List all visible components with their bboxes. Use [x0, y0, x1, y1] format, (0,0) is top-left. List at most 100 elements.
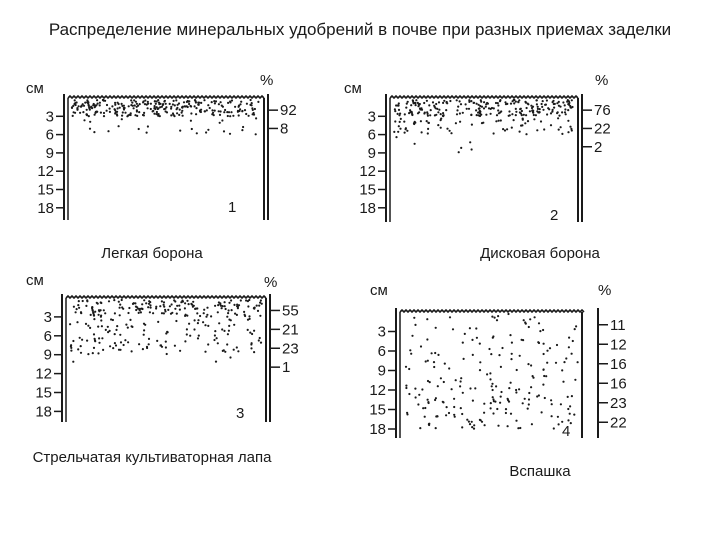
fertilizer-particle: [113, 108, 116, 111]
fertilizer-particle: [101, 337, 104, 340]
fertilizer-particle: [480, 105, 484, 108]
fertilizer-particle: [187, 303, 190, 306]
fertilizer-particle: [492, 398, 495, 401]
fertilizer-particle: [190, 105, 193, 108]
fertilizer-particle: [514, 100, 517, 103]
fertilizer-particle: [521, 124, 524, 127]
fertilizer-particle: [146, 125, 149, 128]
fertilizer-particle: [495, 120, 498, 123]
fertilizer-particle: [213, 334, 216, 337]
fertilizer-particle: [425, 99, 428, 102]
fertilizer-particle: [100, 301, 103, 305]
fertilizer-particle: [250, 347, 253, 350]
fertilizer-particle: [120, 118, 123, 121]
fertilizer-particle: [199, 314, 202, 318]
fertilizer-particle: [182, 101, 186, 104]
fertilizer-particle: [165, 332, 168, 335]
fertilizer-particle: [542, 108, 545, 111]
fertilizer-particle: [206, 313, 209, 316]
fertilizer-particle: [477, 103, 480, 106]
fertilizer-particle: [194, 307, 197, 310]
fertilizer-particle: [235, 346, 238, 349]
fertilizer-particle: [107, 130, 110, 133]
fertilizer-particle: [506, 102, 509, 105]
fertilizer-particle: [99, 111, 102, 114]
fertilizer-particle: [223, 305, 226, 308]
fertilizer-particle: [559, 105, 562, 108]
fertilizer-particle: [562, 101, 565, 104]
depth-tick-label: 3: [46, 108, 54, 125]
fertilizer-particle: [121, 306, 124, 309]
fertilizer-particle: [133, 104, 136, 107]
fertilizer-particle: [217, 304, 220, 307]
fertilizer-particle: [498, 354, 501, 357]
fertilizer-particle: [574, 378, 577, 381]
fertilizer-particle: [397, 130, 400, 133]
depth-unit-label: см: [370, 282, 388, 299]
fertilizer-particle: [409, 349, 412, 352]
fertilizer-particle: [439, 113, 442, 116]
fertilizer-particle: [570, 106, 573, 109]
fertilizer-particle: [496, 407, 499, 411]
fertilizer-particle: [92, 346, 96, 349]
fertilizer-particle: [507, 400, 511, 403]
fertilizer-particle: [420, 131, 423, 134]
fertilizer-particle: [113, 312, 116, 315]
fertilizer-particle: [252, 113, 256, 116]
fertilizer-particle: [188, 102, 191, 106]
fertilizer-particle: [151, 110, 154, 113]
fertilizer-particle: [195, 107, 198, 110]
fertilizer-particle: [171, 311, 174, 314]
fertilizer-particle: [142, 101, 145, 104]
fertilizer-particle: [554, 361, 558, 364]
fertilizer-particle: [461, 391, 464, 394]
percent-unit-label: %: [595, 72, 609, 89]
fertilizer-particle: [459, 385, 462, 388]
fertilizer-particle: [499, 111, 502, 114]
layer-percent-label: 21: [282, 321, 299, 338]
fertilizer-particle: [245, 299, 248, 302]
fertilizer-particle: [567, 109, 570, 112]
fertilizer-particle: [491, 336, 494, 339]
fertilizer-particle: [232, 348, 235, 351]
fertilizer-particle: [118, 314, 121, 317]
fertilizer-particle: [458, 112, 461, 115]
fertilizer-particle: [138, 343, 141, 346]
soil-surface: [399, 308, 585, 314]
fertilizer-particle: [442, 115, 445, 118]
fertilizer-particle: [72, 305, 75, 308]
fertilizer-particle: [121, 111, 124, 114]
fertilizer-particle: [427, 121, 430, 124]
fertilizer-particle: [108, 329, 111, 332]
fertilizer-particle: [126, 326, 129, 329]
fertilizer-particle: [206, 306, 209, 309]
fertilizer-particle: [72, 104, 75, 107]
fertilizer-particle: [215, 337, 218, 340]
fertilizer-particle: [203, 99, 206, 102]
fertilizer-particle: [397, 102, 400, 105]
layer-percent-label: 12: [610, 336, 627, 353]
fertilizer-particle: [227, 309, 230, 312]
fertilizer-particle: [172, 99, 175, 102]
fertilizer-particle: [222, 349, 225, 352]
fertilizer-particle: [127, 341, 130, 344]
fertilizer-particle: [393, 108, 396, 111]
fertilizer-particle: [213, 100, 216, 103]
fertilizer-particle: [460, 146, 463, 149]
fertilizer-particle: [536, 105, 539, 108]
fertilizer-particle: [410, 352, 413, 355]
depth-tick-label: 18: [37, 200, 54, 217]
fertilizer-particle: [122, 343, 125, 347]
fertilizer-particle: [521, 118, 524, 121]
fertilizer-particle: [162, 303, 165, 306]
fertilizer-particle: [164, 310, 167, 313]
fertilizer-particle: [143, 329, 146, 332]
fertilizer-particle: [175, 319, 178, 323]
fertilizer-particle: [546, 113, 549, 116]
fertilizer-particle: [489, 402, 492, 405]
fertilizer-particle: [511, 113, 514, 116]
fertilizer-particle: [530, 364, 533, 367]
fertilizer-particle: [69, 323, 72, 326]
fertilizer-particle: [160, 300, 163, 303]
fertilizer-particle: [485, 113, 488, 116]
